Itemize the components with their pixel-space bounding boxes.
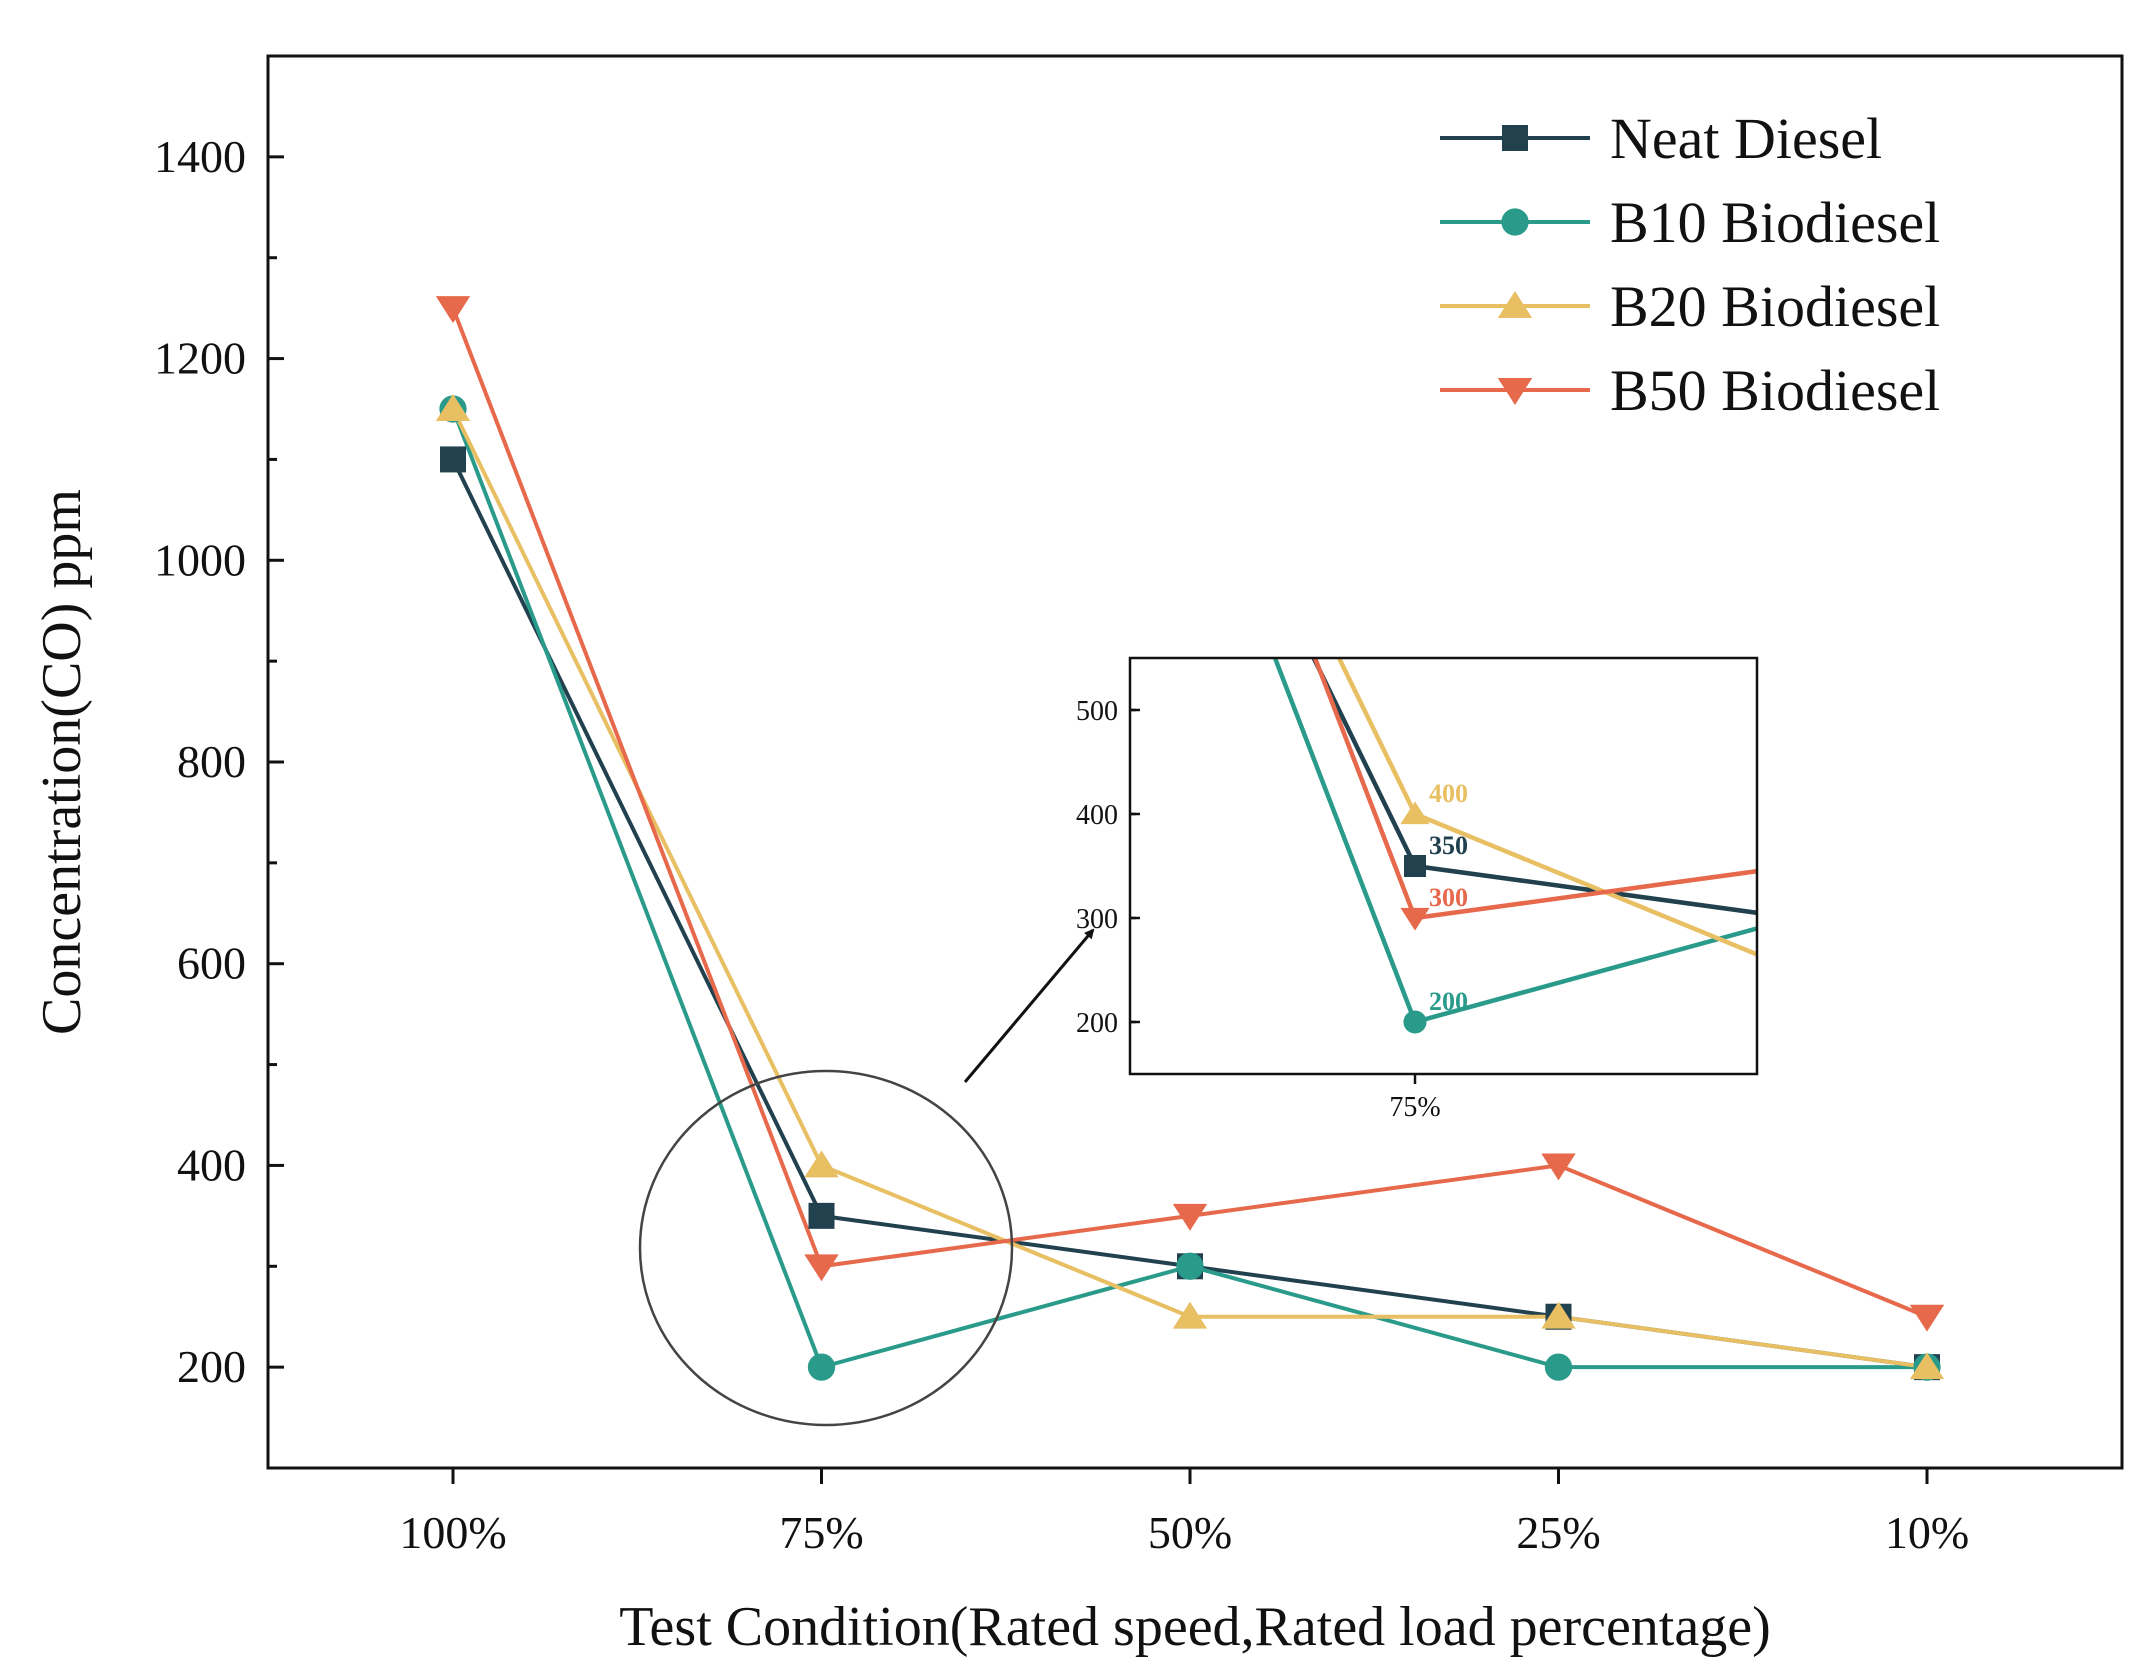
- data-point: [1541, 1153, 1576, 1181]
- x-tick-label: 10%: [1885, 1507, 1969, 1558]
- inset-data-point: [1403, 1010, 1427, 1034]
- inset-y-tick-label: 200: [1076, 1008, 1118, 1039]
- inset-frame: [1128, 656, 1759, 1076]
- x-tick-label: 75%: [779, 1507, 863, 1558]
- inset-value-annotation: 200: [1429, 987, 1468, 1016]
- inset-x-axis: 75%: [1389, 1074, 1441, 1123]
- inset-series-group: [1272, 658, 1757, 1034]
- inset-background: [1130, 658, 1757, 1074]
- legend-label: B20 Biodiesel: [1610, 274, 1940, 339]
- legend-label: Neat Diesel: [1610, 106, 1882, 171]
- data-point: [804, 1254, 839, 1282]
- data-point: [1544, 1353, 1573, 1381]
- legend-marker: [1497, 291, 1533, 318]
- inset-data-point: [1400, 907, 1430, 931]
- inset-value-annotation: 400: [1429, 779, 1468, 808]
- data-point: [808, 1202, 835, 1229]
- y-tick-label: 800: [177, 736, 246, 787]
- x-tick-label: 25%: [1516, 1507, 1600, 1558]
- inset-value-annotation: 350: [1429, 831, 1468, 860]
- legend-marker: [1502, 125, 1528, 151]
- data-point: [435, 394, 471, 421]
- y-tick-label: 1200: [154, 333, 246, 384]
- data-point: [1541, 1301, 1576, 1329]
- inset-data-point: [1404, 855, 1426, 877]
- x-tick-label: 100%: [399, 1507, 506, 1558]
- zoom-arrow: [963, 928, 1095, 1083]
- y-tick-label: 1400: [154, 131, 246, 182]
- zoom-highlight-circle: [638, 1069, 1014, 1427]
- inset-value-annotation: 300: [1429, 883, 1468, 912]
- series-group: [435, 296, 1945, 1381]
- data-point: [1172, 1203, 1208, 1231]
- legend-marker: [1501, 208, 1529, 236]
- data-point: [1909, 1304, 1945, 1332]
- data-point: [1176, 1252, 1204, 1280]
- data-point: [807, 1353, 836, 1381]
- data-point: [435, 296, 471, 324]
- data-point: [1909, 1352, 1945, 1380]
- y-tick-label: 1000: [154, 534, 246, 585]
- y-tick-label: 600: [177, 938, 246, 989]
- data-point: [804, 1150, 839, 1178]
- inset-x-tick-label: 75%: [1389, 1092, 1440, 1123]
- inset-data-point: [1400, 801, 1430, 825]
- inset-y-tick-label: 500: [1076, 696, 1118, 727]
- legend: Neat Diesel B10 Biodiesel B20 Biodiesel B50…: [1440, 106, 1940, 423]
- y-axis: 200 400 600 800 1000 1200 1400: [154, 131, 284, 1392]
- data-point: [1172, 1301, 1208, 1329]
- y-tick-label: 400: [177, 1139, 246, 1190]
- x-tick-label: 50%: [1148, 1507, 1232, 1558]
- inset-annotations: 350 200 400 300: [1429, 779, 1468, 1016]
- x-axis: 100% 75% 50% 25% 10%: [399, 1468, 1969, 1558]
- inset-y-axis: 200 300 400 500: [1076, 696, 1140, 1039]
- legend-label: B10 Biodiesel: [1610, 190, 1940, 255]
- inset-y-tick-label: 300: [1076, 904, 1118, 935]
- data-point: [440, 446, 466, 473]
- y-tick-label: 200: [177, 1341, 246, 1392]
- y-axis-label: Concentration(CO) ppm: [31, 489, 93, 1035]
- legend-label: B50 Biodiesel: [1610, 358, 1940, 423]
- legend-marker: [1497, 378, 1533, 405]
- x-axis-label: Test Condition(Rated speed,Rated load pe…: [619, 1596, 1770, 1658]
- inset-y-tick-label: 400: [1076, 800, 1118, 831]
